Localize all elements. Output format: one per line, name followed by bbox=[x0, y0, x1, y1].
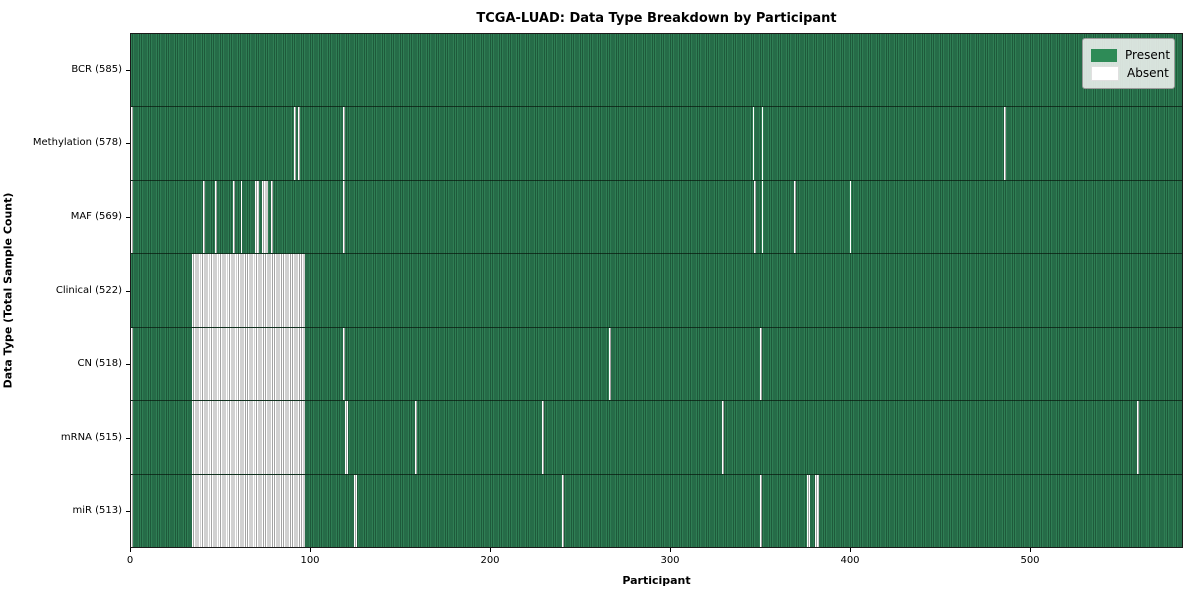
x-tick-label: 0 bbox=[126, 555, 134, 566]
absent-stripe bbox=[1137, 401, 1139, 474]
legend-entry-absent: Absent bbox=[1091, 65, 1169, 81]
heatmap-row-cn bbox=[131, 327, 1182, 402]
heatmap-row-bcr bbox=[131, 34, 1182, 108]
absent-stripe bbox=[131, 474, 133, 547]
y-tick-label: Methylation (578) bbox=[32, 137, 122, 149]
absent-stripe bbox=[131, 107, 133, 180]
absent-stripe bbox=[754, 180, 757, 254]
absent-stripe bbox=[294, 107, 297, 180]
y-tick-label: BCR (585) bbox=[71, 63, 122, 75]
absent-stripe bbox=[722, 401, 724, 474]
heatmap-row-methylation bbox=[131, 107, 1182, 181]
absent-stripe bbox=[202, 180, 205, 254]
absent-stripe bbox=[793, 180, 796, 254]
y-tick-label: mRNA (515) bbox=[60, 431, 122, 443]
x-tick-label: 300 bbox=[660, 555, 680, 566]
absent-stripe bbox=[342, 180, 345, 254]
absent-stripe bbox=[131, 327, 133, 401]
absent-stripe bbox=[342, 107, 345, 180]
absent-stripe bbox=[562, 474, 564, 547]
x-tick-label: 400 bbox=[840, 555, 860, 566]
chart-title: TCGA-LUAD: Data Type Breakdown by Partic… bbox=[476, 11, 837, 26]
absent-stripe bbox=[240, 180, 243, 254]
y-tick-mark bbox=[126, 69, 130, 71]
legend: Present Absent bbox=[1082, 38, 1175, 89]
absent-stripe bbox=[542, 401, 545, 474]
absent-stripe bbox=[1004, 107, 1006, 180]
absent-stripe bbox=[262, 180, 268, 254]
absent-stripe bbox=[761, 180, 764, 254]
absent-stripe bbox=[254, 180, 259, 254]
absent-stripe bbox=[806, 474, 811, 547]
absent-stripe bbox=[131, 401, 133, 474]
y-tick-mark bbox=[126, 216, 130, 218]
absent-stripe bbox=[761, 107, 764, 180]
absent-stripe bbox=[342, 327, 345, 401]
plot-area bbox=[130, 33, 1183, 548]
heatmap-row-maf bbox=[131, 180, 1182, 255]
x-tick-mark bbox=[130, 548, 131, 552]
heatmap-row-mrna bbox=[131, 401, 1182, 475]
x-axis-label: Participant bbox=[622, 574, 691, 587]
absent-stripe bbox=[192, 474, 306, 547]
x-tick-mark bbox=[850, 548, 851, 552]
x-tick-label: 200 bbox=[480, 555, 500, 566]
absent-stripe bbox=[608, 327, 611, 401]
absent-stripe bbox=[414, 401, 417, 474]
absent-stripe bbox=[759, 474, 762, 547]
y-tick-mark bbox=[126, 364, 130, 366]
absent-stripe bbox=[849, 180, 852, 254]
heatmap-row-clinical bbox=[131, 254, 1182, 328]
absent-stripe bbox=[759, 327, 762, 401]
absent-stripe bbox=[192, 327, 306, 401]
y-tick-mark bbox=[126, 437, 130, 439]
present-swatch bbox=[1091, 48, 1117, 62]
absent-swatch bbox=[1091, 65, 1119, 81]
x-tick-mark bbox=[490, 548, 491, 552]
heatmap-row-mir bbox=[131, 474, 1182, 547]
absent-stripe bbox=[271, 180, 273, 254]
absent-stripe bbox=[752, 107, 755, 180]
absent-stripe bbox=[131, 180, 133, 254]
y-tick-label: miR (513) bbox=[72, 505, 122, 517]
absent-stripe bbox=[344, 401, 349, 474]
y-tick-label: MAF (569) bbox=[70, 210, 122, 222]
absent-stripe bbox=[298, 107, 300, 180]
absent-stripe bbox=[192, 401, 306, 474]
y-tick-mark bbox=[126, 143, 130, 145]
absent-stripe bbox=[233, 180, 236, 254]
x-tick-label: 500 bbox=[1020, 555, 1040, 566]
legend-label-absent: Absent bbox=[1127, 66, 1169, 80]
legend-label-present: Present bbox=[1125, 48, 1171, 62]
absent-stripe bbox=[353, 474, 358, 547]
y-tick-label: CN (518) bbox=[77, 358, 122, 370]
x-tick-mark bbox=[670, 548, 671, 552]
x-tick-mark bbox=[310, 548, 311, 552]
absent-stripe bbox=[192, 254, 306, 327]
legend-entry-present: Present bbox=[1091, 47, 1170, 63]
y-tick-label: Clinical (522) bbox=[55, 284, 122, 296]
x-tick-label: 100 bbox=[300, 555, 320, 566]
absent-stripe bbox=[815, 474, 820, 547]
absent-stripe bbox=[215, 180, 218, 254]
x-tick-mark bbox=[1030, 548, 1031, 552]
y-tick-mark bbox=[126, 290, 130, 292]
y-tick-mark bbox=[126, 511, 130, 513]
